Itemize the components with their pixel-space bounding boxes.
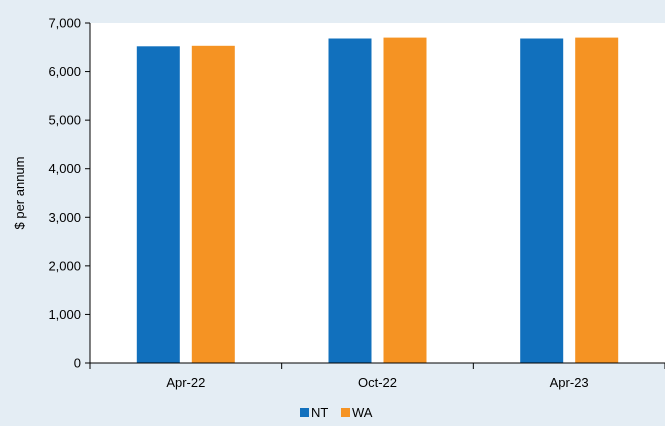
y-tick-label: 5,000 xyxy=(48,113,81,128)
axes-layer: 0 1,000 2,000 3,000 4,000 5,000 6,000 7,000 Apr-… xyxy=(48,16,665,390)
bar-wa-oct-22 xyxy=(383,37,427,363)
bars-layer xyxy=(136,37,619,364)
bar-nt-apr-22 xyxy=(136,46,180,364)
x-tick-label: Oct-22 xyxy=(358,375,397,390)
y-tick-label: 2,000 xyxy=(48,258,81,273)
legend-swatch-nt xyxy=(300,408,309,417)
x-tick-label: Apr-22 xyxy=(166,375,205,390)
y-tick-label: 7,000 xyxy=(48,16,81,31)
y-tick-label: 6,000 xyxy=(48,64,81,79)
y-tick-label: 0 xyxy=(74,356,81,371)
y-tick-label: 1,000 xyxy=(48,307,81,322)
bar-nt-apr-23 xyxy=(520,38,564,363)
legend-label-wa: WA xyxy=(352,405,373,420)
bar-wa-apr-22 xyxy=(191,45,235,364)
bar-nt-oct-22 xyxy=(328,38,372,363)
bar-wa-apr-23 xyxy=(575,37,619,363)
legend-label-nt: NT xyxy=(311,405,328,420)
x-tick-label: Apr-23 xyxy=(550,375,589,390)
plot-area xyxy=(90,23,665,363)
legend-swatch-wa xyxy=(341,408,350,417)
y-axis-title: $ per annum xyxy=(12,157,27,230)
y-tick-label: 3,000 xyxy=(48,210,81,225)
y-tick-label: 4,000 xyxy=(48,161,81,176)
legend: NT WA xyxy=(300,405,373,420)
